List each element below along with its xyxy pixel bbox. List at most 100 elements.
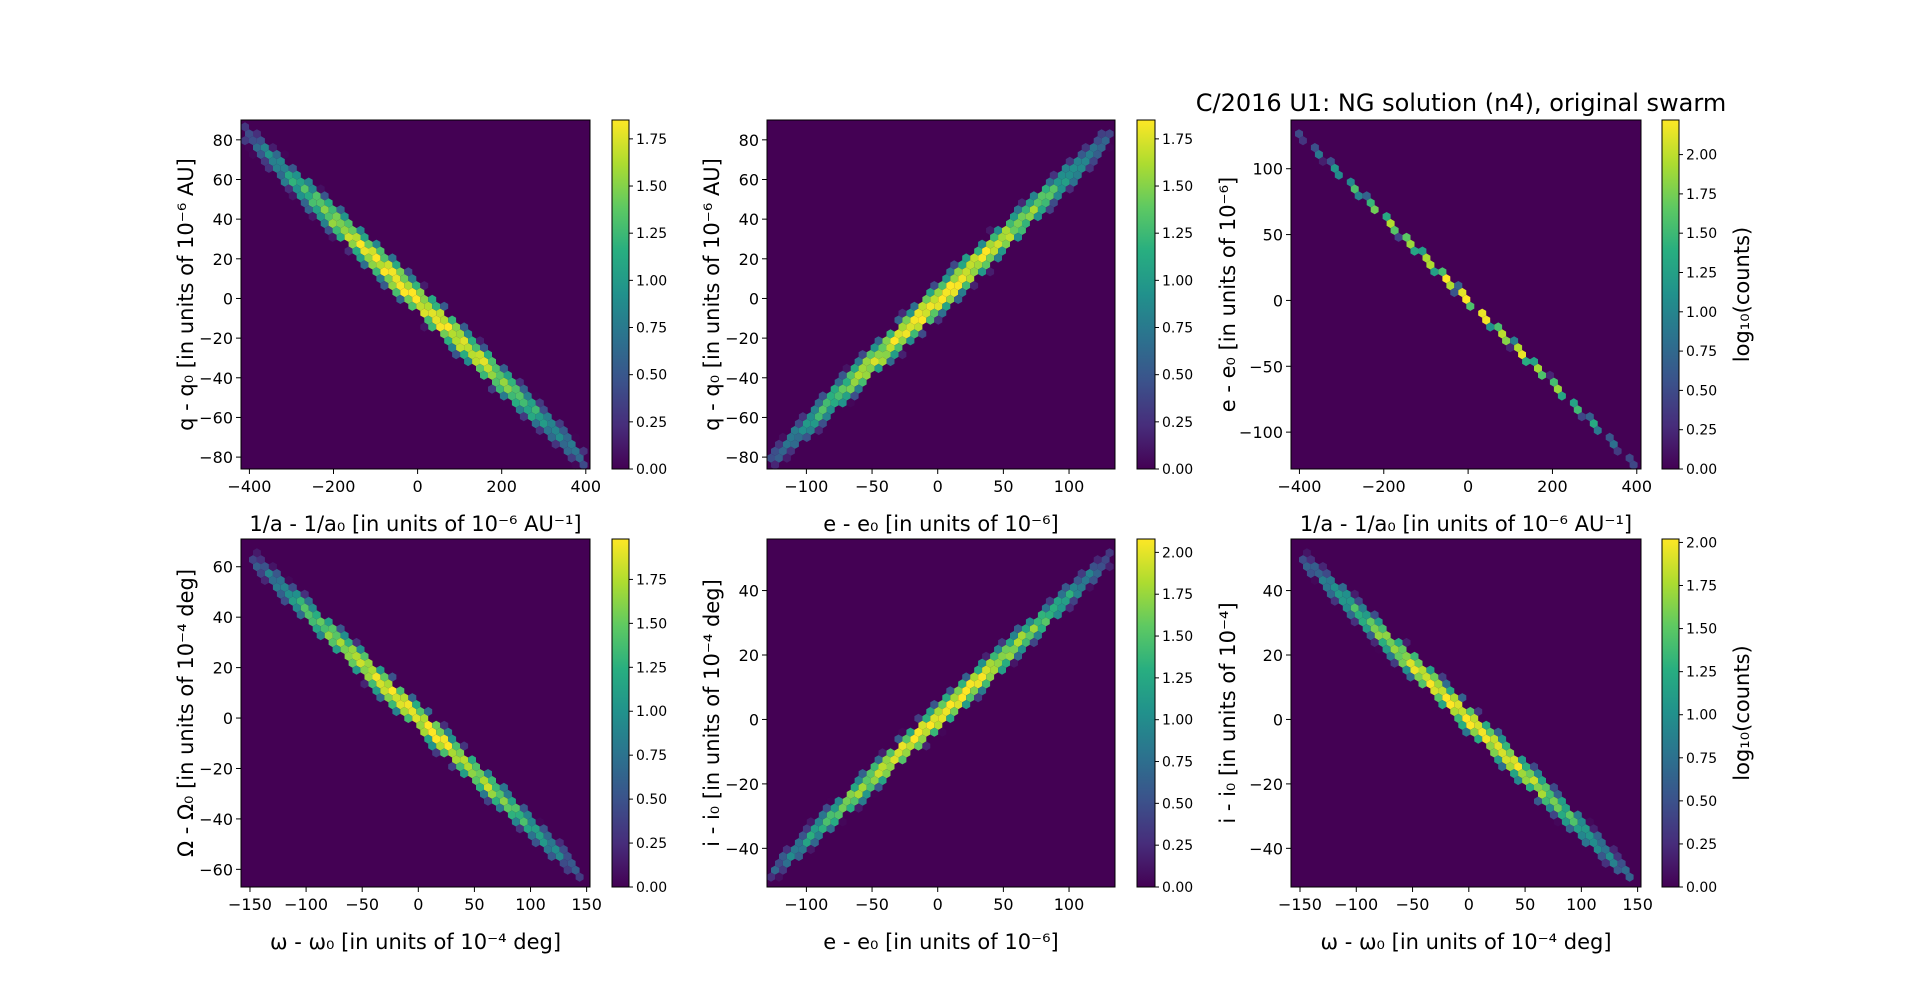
hexbin-cell — [460, 350, 469, 360]
hexbin-cell — [1382, 212, 1391, 222]
hexbin-cell — [535, 817, 544, 827]
hexbin-cell — [1299, 136, 1307, 146]
hexbin-cell — [826, 810, 835, 820]
x-tick-label: −400 — [1277, 477, 1321, 496]
x-tick-label: −50 — [855, 895, 889, 914]
hexbin-cell — [1601, 858, 1610, 868]
hexbin-cell — [472, 762, 480, 772]
hexbin-cell — [954, 267, 963, 277]
y-tick-label: 60 — [213, 170, 233, 189]
hexbin-cell — [1458, 706, 1467, 717]
hexbin-cell — [464, 329, 473, 339]
x-tick-label: 150 — [571, 895, 602, 914]
hexbin-cell — [970, 672, 979, 682]
y-tick-label: 80 — [739, 131, 759, 150]
hexbin-cell — [798, 425, 807, 436]
hexbin-cell — [412, 700, 421, 710]
x-tick-label: 200 — [1537, 477, 1568, 496]
hexbin-cell — [1346, 177, 1355, 187]
hexbin-cell — [352, 651, 361, 661]
hexbin-cell — [432, 301, 441, 311]
hexbin-cell — [284, 589, 293, 599]
colorbar-tick-label: 0.75 — [636, 748, 667, 764]
hexbin-cell — [268, 156, 277, 166]
hexbin-cell — [1546, 803, 1554, 813]
hexbin-cell — [986, 253, 995, 263]
hexbin-cell — [854, 789, 863, 799]
hexbin-cell — [571, 432, 580, 442]
hexbin-cell — [372, 239, 381, 249]
hexbin-cell — [1065, 184, 1074, 194]
hexbin-cell — [950, 706, 959, 717]
hexbin-cell — [249, 555, 257, 565]
hexbin-cell — [1057, 603, 1066, 613]
hexbin-cell — [1310, 575, 1319, 585]
x-tick-label: −50 — [855, 477, 889, 496]
x-tick-label: −50 — [345, 895, 379, 914]
hexbin-cell — [1613, 851, 1622, 861]
hexbin-cell — [336, 232, 345, 242]
hexbin-cell — [256, 555, 265, 565]
hexbin-cell — [575, 453, 584, 463]
hexbin-cell — [1002, 225, 1010, 235]
hexbin-cell — [547, 419, 556, 429]
hexbin-cell — [448, 329, 457, 339]
hexbin-cell — [974, 246, 983, 256]
y-tick-label: 20 — [739, 250, 759, 269]
hexbin-cell — [838, 803, 847, 813]
hexbin-cell — [308, 603, 317, 613]
hexbin-cell — [344, 232, 353, 242]
hexbin-cell — [986, 672, 995, 682]
hexbin-cell — [368, 665, 377, 675]
hexbin-cell — [918, 329, 927, 339]
x-axis-label: e - e₀ [in units of 10⁻⁶] — [823, 930, 1059, 954]
colorbar-label: log₁₀(counts) — [1730, 645, 1754, 780]
hexbin-cell — [1049, 170, 1058, 180]
y-tick-label: −20 — [199, 329, 233, 348]
hexbin-cell — [902, 748, 911, 758]
hexbin-cell — [898, 755, 907, 765]
hexbin-cell — [854, 370, 863, 380]
hexbin-cell — [1502, 755, 1511, 765]
hexbin-cell — [914, 308, 923, 318]
hexbin-cell — [834, 377, 843, 387]
hexbin-cell — [1621, 865, 1630, 875]
hexbin-cell — [782, 844, 791, 855]
hexbin-cell — [866, 363, 875, 373]
hexbin-cell — [946, 294, 955, 304]
hexbin-cell — [424, 734, 433, 744]
hexbin-cell — [934, 301, 943, 311]
y-tick-label: 40 — [739, 210, 759, 229]
hexbin-cell — [1430, 686, 1439, 696]
hexbin-cell — [886, 762, 895, 772]
hexbin-cell — [914, 322, 923, 332]
hexbin-cell — [476, 769, 484, 779]
hexbin-cell — [1061, 177, 1070, 187]
hexbin-cell — [1482, 315, 1491, 325]
hexbin-cell — [340, 644, 349, 654]
hexbin-cell — [563, 432, 572, 442]
hexbin-cell — [894, 315, 903, 325]
hexbin-cell — [1561, 803, 1570, 813]
hexbin-cell — [830, 384, 839, 394]
hexbin-cell — [360, 246, 369, 256]
hexbin-cell — [440, 720, 449, 730]
hexbin-cell — [264, 163, 273, 173]
hexbin-cell — [798, 831, 807, 841]
hexbin-cell — [1478, 308, 1487, 318]
hexbin-cell — [296, 596, 305, 606]
hexbin-cell — [1089, 562, 1098, 572]
hexbin-cell — [527, 412, 536, 422]
hexbin-cell — [1510, 769, 1519, 779]
hexbin-cell — [986, 225, 995, 235]
hexbin-cell — [1358, 617, 1367, 627]
hexbin-cell — [1470, 713, 1479, 723]
hexbin-cell — [1097, 143, 1106, 153]
hexbin-cell — [878, 762, 887, 772]
colorbar-tick-label: 1.25 — [1162, 226, 1193, 242]
subplot-1: −400 −200 0 200 400−80−60−40−200204060801/a … — [174, 119, 667, 536]
hexbin-cell — [555, 432, 564, 442]
colorbar: 0.00 0.25 0.50 0.75 1.00 1.25 1.50 1.75 2.00 log₁… — [1661, 119, 1754, 478]
hexbin-cell — [1593, 831, 1602, 841]
